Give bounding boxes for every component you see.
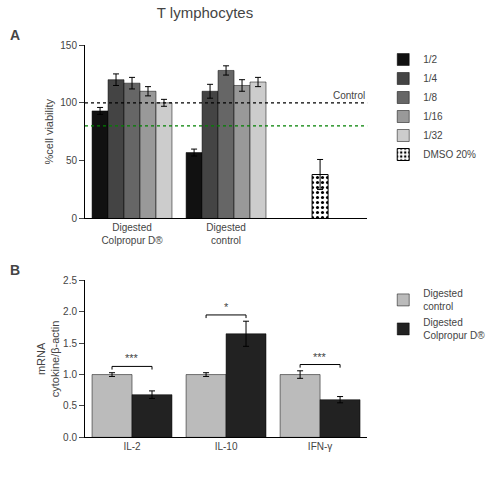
svg-text:***: *** bbox=[313, 351, 327, 363]
svg-text:mRNAcytokine/β-actin: mRNAcytokine/β-actin bbox=[35, 321, 61, 398]
svg-text:1.0: 1.0 bbox=[63, 369, 77, 380]
svg-text:***: *** bbox=[125, 352, 139, 364]
svg-text:1/2: 1/2 bbox=[423, 54, 437, 65]
svg-text:2.5: 2.5 bbox=[63, 275, 77, 286]
svg-text:IL-2: IL-2 bbox=[123, 441, 141, 452]
svg-text:0.5: 0.5 bbox=[63, 400, 77, 411]
svg-text:*: * bbox=[224, 301, 229, 313]
svg-text:1/8: 1/8 bbox=[423, 92, 437, 103]
svg-text:%cell viability: %cell viability bbox=[43, 99, 55, 165]
svg-text:T lymphocytes: T lymphocytes bbox=[157, 4, 253, 21]
svg-text:A: A bbox=[10, 27, 20, 43]
svg-text:0: 0 bbox=[71, 213, 77, 224]
svg-text:IL-10: IL-10 bbox=[215, 441, 238, 452]
svg-text:IFN-γ: IFN-γ bbox=[308, 441, 332, 452]
svg-text:DigestedColpropur D®: DigestedColpropur D® bbox=[423, 317, 485, 341]
svg-text:1/16: 1/16 bbox=[423, 111, 443, 122]
svg-text:Control: Control bbox=[333, 90, 365, 101]
svg-text:100: 100 bbox=[60, 97, 77, 108]
svg-text:2.0: 2.0 bbox=[63, 306, 77, 317]
svg-text:DMSO 20%: DMSO 20% bbox=[423, 149, 476, 160]
svg-text:1.5: 1.5 bbox=[63, 338, 77, 349]
svg-text:0.0: 0.0 bbox=[63, 432, 77, 443]
svg-text:Digestedcontrol: Digestedcontrol bbox=[206, 222, 245, 246]
svg-text:1/32: 1/32 bbox=[423, 130, 443, 141]
svg-text:1/4: 1/4 bbox=[423, 73, 437, 84]
svg-text:DigestedColpropur D®: DigestedColpropur D® bbox=[101, 222, 163, 246]
svg-text:Digestedcontrol: Digestedcontrol bbox=[423, 288, 462, 312]
svg-text:B: B bbox=[10, 262, 20, 278]
svg-text:50: 50 bbox=[66, 155, 78, 166]
svg-text:150: 150 bbox=[60, 40, 77, 51]
